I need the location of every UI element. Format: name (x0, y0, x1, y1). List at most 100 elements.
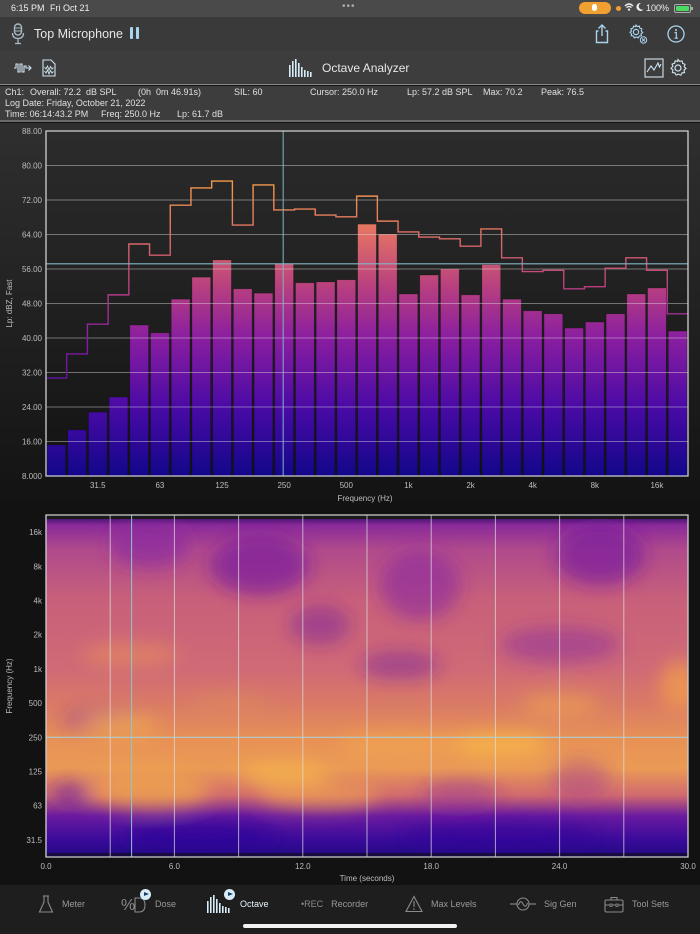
octave-bar (378, 233, 398, 477)
tab-dose[interactable]: % Dose (121, 889, 177, 915)
octave-chart-canvas[interactable]: 88.00 80.00 72.00 64.00 56.00 48.00 40.00 32.00… (0, 123, 700, 505)
svg-text:32.00: 32.00 (22, 369, 43, 378)
battery-icon (674, 4, 693, 13)
octave-bar (233, 288, 253, 477)
octave-bar (191, 276, 211, 477)
cursor-lp: Lp: 57.2 dB SPL (407, 87, 473, 97)
svg-text:500: 500 (340, 481, 354, 490)
svg-text:2k: 2k (34, 631, 43, 640)
svg-text:63: 63 (155, 481, 164, 490)
octave-bar (108, 396, 129, 477)
tab-label: Max Levels (431, 899, 477, 909)
waveform-arrow-icon[interactable] (13, 58, 33, 78)
svg-text:56.00: 56.00 (22, 265, 43, 274)
tab-label: Meter (62, 899, 86, 909)
spectrogram-canvas[interactable]: 16k 8k 4k 2k 1k 500 250 125 63 31.5 0.0 6.0 12.0 18.0… (0, 505, 700, 885)
share-icon[interactable] (591, 23, 613, 45)
octave-bar (67, 429, 87, 477)
y-axis-label: Lp: dBZ, Fast (5, 279, 14, 328)
svg-text:72.00: 72.00 (22, 196, 43, 205)
status-time: 6:15 PM (11, 3, 45, 13)
octave-bar (667, 330, 688, 477)
octave-bar (253, 292, 274, 477)
svg-text:16k: 16k (650, 481, 664, 490)
tab-label: Dose (155, 899, 177, 909)
info-icon[interactable] (665, 23, 687, 45)
tab-max-levels[interactable]: Max Levels (405, 893, 477, 915)
svg-text:8k: 8k (34, 562, 43, 571)
svg-text:4k: 4k (528, 481, 537, 490)
tab-label: Sig Gen (544, 899, 577, 909)
max-value: Max: 70.2 (483, 87, 523, 97)
svg-text:0.0: 0.0 (40, 862, 52, 871)
tab-sig-gen[interactable]: Sig Gen (510, 893, 577, 915)
top-bar: Top Microphone (0, 17, 700, 51)
tab-label: Recorder (331, 899, 369, 909)
sine-wave-icon (510, 897, 536, 911)
svg-text:40.00: 40.00 (22, 334, 43, 343)
svg-text:250: 250 (277, 481, 291, 490)
svg-text:125: 125 (215, 481, 229, 490)
analyzer-title: Octave Analyzer (288, 59, 409, 77)
do-not-disturb-icon (636, 2, 644, 14)
svg-text:64.00: 64.00 (22, 231, 43, 240)
octave-bar-chart[interactable]: 88.00 80.00 72.00 64.00 56.00 48.00 40.00 32.00… (0, 123, 700, 505)
graph-icon[interactable] (644, 58, 664, 78)
octave-bar (46, 444, 67, 477)
svg-text:16k: 16k (29, 528, 43, 537)
file-document-icon[interactable] (39, 58, 59, 78)
status-date: Fri Oct 21 (50, 3, 90, 13)
tab-tool-sets[interactable]: Tool Sets (604, 893, 669, 915)
svg-text:4k: 4k (34, 597, 43, 606)
channel-label: Ch1: (5, 87, 25, 97)
pause-icon[interactable] (130, 27, 140, 39)
svg-text:1k: 1k (404, 481, 413, 490)
svg-text:30.0: 30.0 (680, 862, 696, 871)
max-hold-line (46, 180, 688, 379)
svg-text:12.0: 12.0 (295, 862, 311, 871)
svg-text:8k: 8k (591, 481, 600, 490)
tab-octave[interactable]: Octave (206, 889, 269, 915)
tab-meter[interactable]: Meter (38, 893, 85, 915)
status-bar: 6:15 PM Fri Oct 21 ••• 100% (0, 0, 700, 17)
rec-icon: •REC (301, 899, 324, 909)
tab-recorder[interactable]: •REC Recorder (301, 893, 368, 915)
y-axis-label: Frequency (Hz) (5, 658, 14, 713)
battery-percent: 100% (646, 3, 670, 13)
svg-text:63: 63 (33, 802, 42, 811)
octave-bars-icon (289, 59, 312, 77)
svg-text:80.00: 80.00 (22, 162, 43, 171)
svg-text:1k: 1k (34, 665, 43, 674)
octave-bar (398, 293, 419, 477)
octave-bar (626, 293, 646, 477)
octave-bar (336, 279, 356, 477)
mic-in-use-icon (579, 2, 611, 14)
x-axis-label: Time (seconds) (340, 874, 395, 883)
overall-level: Overall: 72.2 dB SPL (30, 87, 117, 97)
svg-text:31.5: 31.5 (26, 836, 42, 845)
x-axis-label: Frequency (Hz) (337, 494, 392, 503)
sil-value: SIL: 60 (234, 87, 263, 97)
home-indicator[interactable] (243, 924, 457, 928)
svg-text:125: 125 (29, 768, 43, 777)
elapsed-duration: (0h 0m 46.91s) (138, 87, 202, 97)
gear-icon[interactable] (668, 58, 688, 78)
input-source-title[interactable]: Top Microphone (34, 27, 123, 41)
spectrogram-chart[interactable]: 16k 8k 4k 2k 1k 500 250 125 63 31.5 0.0 6.0 12.0 18.0… (0, 505, 700, 885)
octave-bar (212, 259, 232, 477)
log-date: Log Date: Friday, October 21, 2022 (5, 98, 146, 108)
settings-gear-icon[interactable] (627, 23, 649, 45)
recording-indicator-icon (616, 6, 621, 11)
multitasking-dots-icon[interactable]: ••• (342, 1, 356, 12)
octave-bar (419, 274, 439, 477)
octave-bar (357, 223, 377, 477)
octave-bar (88, 411, 108, 477)
octave-bar (564, 327, 584, 477)
mic-icon[interactable] (11, 23, 25, 45)
svg-text:48.00: 48.00 (22, 300, 43, 309)
octave-bar (647, 287, 667, 477)
cursor-frequency: Cursor: 250.0 Hz (310, 87, 379, 97)
svg-text:24.00: 24.00 (22, 403, 43, 412)
svg-text:%: % (121, 897, 135, 914)
svg-text:16.00: 16.00 (22, 438, 43, 447)
